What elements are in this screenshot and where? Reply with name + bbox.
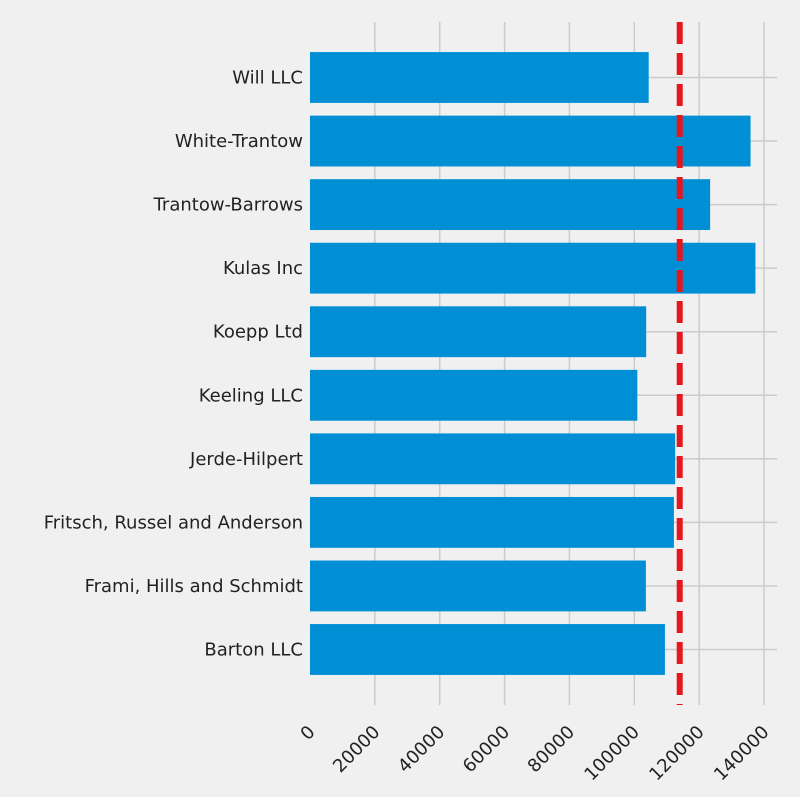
bar — [310, 369, 638, 421]
category-labels: Barton LLC Frami, Hills and Schmidt Fritsc… — [44, 68, 303, 661]
category-label: Frami, Hills and Schmidt — [85, 576, 303, 597]
category-label: Barton LLC — [204, 640, 303, 661]
bar — [310, 433, 676, 485]
bar — [310, 52, 649, 103]
category-label: Keeling LLC — [199, 385, 303, 406]
category-label: White-Trantow — [175, 131, 303, 152]
bar — [310, 115, 751, 167]
category-label: Koepp Ltd — [213, 322, 303, 343]
category-label: Will LLC — [232, 68, 303, 89]
bar — [310, 242, 756, 294]
category-label: Kulas Inc — [223, 258, 303, 279]
category-label: Fritsch, Russel and Anderson — [44, 512, 303, 533]
bar — [310, 624, 665, 675]
bar — [310, 306, 647, 358]
category-label: Jerde-Hilpert — [189, 449, 303, 470]
bar — [310, 496, 674, 548]
bar — [310, 560, 646, 612]
category-label: Trantow-Barrows — [153, 195, 303, 216]
bar — [310, 179, 711, 231]
